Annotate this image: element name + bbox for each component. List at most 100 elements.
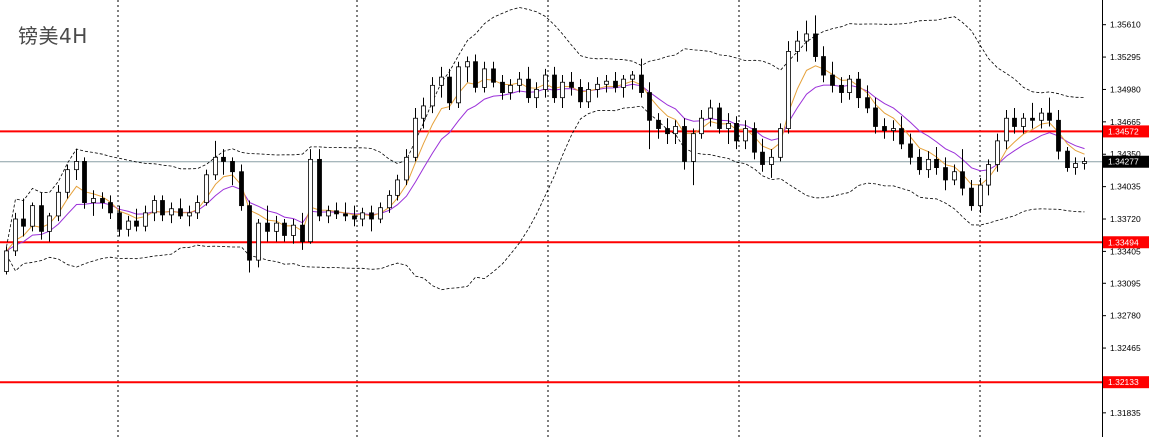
candle: [995, 133, 1000, 172]
candle-body: [995, 140, 1000, 165]
candle: [274, 215, 279, 242]
candle: [986, 159, 991, 196]
candle-body: [682, 126, 687, 162]
bollinger-lower: [6, 105, 1085, 291]
candle: [943, 157, 948, 191]
candle-body: [760, 151, 765, 165]
axis-tick-label: 1.34350: [1110, 149, 1141, 159]
candle: [230, 157, 235, 186]
axis-tick-label: 1.35610: [1110, 20, 1141, 30]
candle-body: [847, 78, 852, 93]
candle-body: [39, 205, 44, 232]
candle-body: [117, 212, 122, 230]
candle: [865, 85, 870, 114]
candle-body: [699, 117, 704, 135]
candle-body: [134, 220, 139, 227]
candle-body: [1039, 112, 1044, 121]
candle-body: [943, 167, 948, 181]
candle-body: [569, 81, 574, 88]
candle: [578, 79, 583, 108]
candle: [413, 107, 418, 162]
candle: [586, 82, 591, 108]
candle: [1065, 147, 1070, 172]
candle: [1004, 110, 1009, 150]
candle-body: [74, 161, 79, 171]
candle-body: [656, 119, 661, 129]
candle-body: [508, 84, 513, 93]
candle: [526, 66, 531, 103]
candle-body: [387, 194, 392, 209]
candle: [899, 116, 904, 150]
candle: [491, 61, 496, 88]
candle-body: [352, 215, 357, 220]
chart-title: 镑美4H: [18, 24, 88, 48]
candle: [439, 66, 444, 98]
candle: [169, 202, 174, 224]
candle: [708, 99, 713, 127]
candle: [508, 79, 513, 100]
candle: [726, 113, 731, 144]
candle-body: [552, 74, 557, 99]
candle-body: [274, 222, 279, 232]
candle: [1056, 110, 1061, 160]
candle: [65, 164, 70, 199]
candle-body: [978, 184, 983, 207]
candle-body: [247, 205, 252, 261]
candle: [1047, 97, 1052, 127]
candle-body: [734, 122, 739, 142]
candle-body: [282, 222, 287, 236]
candle-body: [743, 128, 748, 142]
candle-body: [126, 220, 131, 230]
candle-body: [891, 128, 896, 131]
candle-body: [100, 198, 105, 203]
candle: [604, 75, 609, 93]
candle-body: [1012, 117, 1017, 127]
candle-body: [239, 171, 244, 207]
candle: [534, 82, 539, 108]
candle: [291, 219, 296, 244]
candle: [1073, 157, 1078, 175]
candle-body: [221, 156, 226, 162]
candle-body: [204, 174, 209, 203]
candle-body: [830, 74, 835, 86]
candle-body: [613, 80, 618, 88]
candle: [100, 192, 105, 209]
candle-body: [143, 212, 148, 227]
candle: [343, 202, 348, 222]
candle: [39, 192, 44, 240]
candle: [456, 61, 461, 108]
candle-body: [1004, 117, 1009, 142]
candle-body: [639, 74, 644, 93]
candle-body: [187, 212, 192, 217]
candle: [13, 212, 18, 257]
candle: [560, 75, 565, 108]
candle: [621, 75, 626, 98]
candle: [82, 157, 87, 209]
candle: [360, 207, 365, 227]
candle-body: [1073, 163, 1078, 169]
candle-body: [326, 210, 331, 217]
candle-body: [673, 126, 678, 135]
candle: [352, 205, 357, 227]
candle-body: [534, 89, 539, 99]
candle: [691, 128, 696, 186]
candle: [30, 202, 35, 232]
candle: [256, 219, 261, 268]
candle-body: [482, 68, 487, 88]
candle: [21, 198, 26, 237]
candle: [934, 147, 939, 175]
moving-average-slow: [6, 83, 1085, 252]
candle-body: [500, 81, 505, 93]
candle-body: [665, 128, 670, 135]
candle: [908, 133, 913, 165]
candle-body: [230, 161, 235, 173]
candle: [917, 149, 922, 175]
candle: [795, 30, 800, 62]
candle: [969, 179, 974, 211]
candle-body: [65, 169, 70, 193]
candle-body: [108, 202, 113, 214]
candle: [847, 75, 852, 100]
candle-body: [360, 212, 365, 220]
candle-body: [708, 107, 713, 119]
